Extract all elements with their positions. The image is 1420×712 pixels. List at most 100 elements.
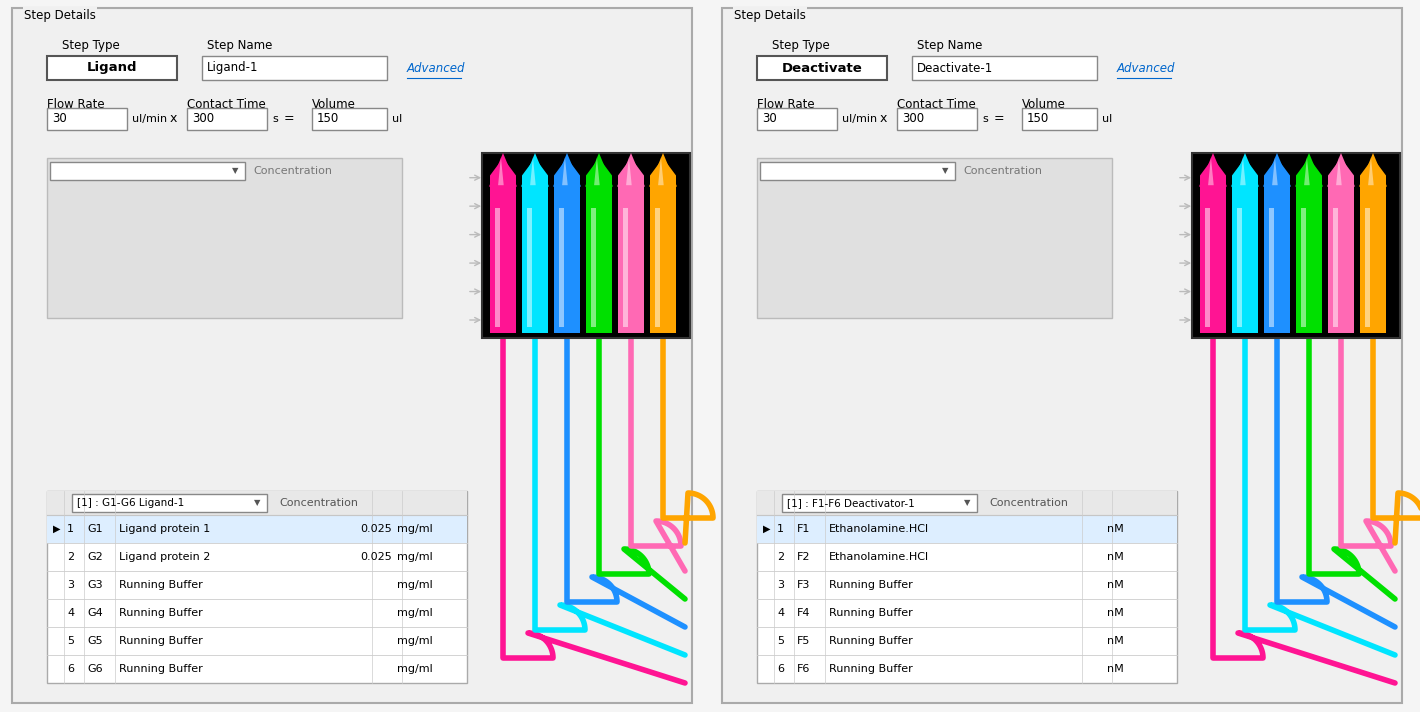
FancyBboxPatch shape (50, 162, 246, 180)
FancyBboxPatch shape (490, 193, 515, 333)
Text: 4: 4 (67, 608, 74, 618)
FancyBboxPatch shape (1022, 108, 1098, 130)
Text: 1: 1 (67, 524, 74, 534)
Polygon shape (1272, 157, 1278, 185)
Text: ▼: ▼ (254, 498, 260, 508)
Text: Running Buffer: Running Buffer (119, 580, 203, 590)
Polygon shape (523, 158, 548, 193)
FancyBboxPatch shape (72, 494, 267, 512)
FancyBboxPatch shape (757, 108, 836, 130)
Polygon shape (1295, 153, 1323, 187)
Text: ul: ul (392, 114, 402, 124)
Polygon shape (1336, 157, 1342, 185)
Text: x: x (170, 112, 178, 125)
FancyBboxPatch shape (618, 193, 645, 333)
Text: mg/ml: mg/ml (398, 524, 433, 534)
Text: F6: F6 (797, 664, 811, 674)
FancyBboxPatch shape (47, 515, 467, 543)
FancyBboxPatch shape (554, 193, 579, 333)
FancyBboxPatch shape (757, 158, 1112, 318)
Polygon shape (488, 153, 517, 187)
Polygon shape (586, 158, 612, 193)
Text: Step Name: Step Name (207, 39, 273, 53)
Text: 150: 150 (317, 112, 339, 125)
FancyBboxPatch shape (1365, 208, 1370, 327)
Polygon shape (530, 157, 535, 185)
Text: s: s (273, 114, 278, 124)
FancyBboxPatch shape (1296, 193, 1322, 333)
Text: G1: G1 (87, 524, 102, 534)
Polygon shape (1264, 158, 1289, 193)
Text: nM: nM (1108, 580, 1123, 590)
Text: 30: 30 (763, 112, 777, 125)
Text: 4: 4 (777, 608, 784, 618)
FancyBboxPatch shape (481, 153, 690, 338)
Polygon shape (1360, 158, 1386, 193)
Text: G5: G5 (87, 636, 102, 646)
Text: Volume: Volume (1022, 98, 1066, 110)
Polygon shape (1198, 153, 1227, 187)
Text: nM: nM (1108, 636, 1123, 646)
Polygon shape (649, 153, 677, 187)
Text: Flow Rate: Flow Rate (47, 98, 105, 110)
FancyBboxPatch shape (591, 208, 596, 327)
Polygon shape (650, 158, 676, 193)
Text: 150: 150 (1027, 112, 1049, 125)
Text: ul: ul (1102, 114, 1112, 124)
Text: ▶: ▶ (763, 524, 771, 534)
FancyBboxPatch shape (47, 491, 467, 683)
Text: F5: F5 (797, 636, 811, 646)
Text: Step Type: Step Type (62, 39, 119, 53)
Text: 30: 30 (53, 112, 67, 125)
FancyBboxPatch shape (782, 494, 977, 512)
FancyBboxPatch shape (312, 108, 388, 130)
Text: G6: G6 (87, 664, 102, 674)
Text: =: = (284, 112, 294, 125)
Text: ▶: ▶ (53, 524, 61, 534)
FancyBboxPatch shape (202, 56, 388, 80)
Text: Ligand-1: Ligand-1 (207, 61, 258, 75)
Text: Ligand: Ligand (87, 61, 138, 75)
Text: 5: 5 (777, 636, 784, 646)
Polygon shape (1208, 157, 1214, 185)
Text: 6: 6 (67, 664, 74, 674)
Text: Step Name: Step Name (917, 39, 983, 53)
Text: Running Buffer: Running Buffer (119, 636, 203, 646)
Text: Contact Time: Contact Time (897, 98, 976, 110)
FancyBboxPatch shape (47, 491, 467, 515)
Polygon shape (521, 153, 550, 187)
Text: Ligand protein 1: Ligand protein 1 (119, 524, 210, 534)
Text: [1] : F1-F6 Deactivator-1: [1] : F1-F6 Deactivator-1 (787, 498, 914, 508)
FancyBboxPatch shape (757, 491, 1177, 683)
FancyBboxPatch shape (760, 162, 956, 180)
FancyBboxPatch shape (757, 515, 1177, 543)
Text: F1: F1 (797, 524, 811, 534)
Polygon shape (618, 158, 645, 193)
Text: nM: nM (1108, 664, 1123, 674)
Text: nM: nM (1108, 608, 1123, 618)
Polygon shape (618, 153, 645, 187)
Text: ▼: ▼ (231, 167, 239, 175)
Polygon shape (498, 157, 504, 185)
Text: 1: 1 (777, 524, 784, 534)
FancyBboxPatch shape (1264, 193, 1289, 333)
FancyBboxPatch shape (1233, 193, 1258, 333)
Polygon shape (1359, 153, 1387, 187)
Polygon shape (562, 157, 568, 185)
Text: 300: 300 (192, 112, 214, 125)
Text: Volume: Volume (312, 98, 356, 110)
FancyBboxPatch shape (912, 56, 1098, 80)
Text: Step Details: Step Details (734, 9, 807, 21)
FancyBboxPatch shape (655, 208, 660, 327)
Polygon shape (490, 158, 515, 193)
FancyBboxPatch shape (1237, 208, 1242, 327)
Text: Ethanolamine.HCl: Ethanolamine.HCl (829, 524, 929, 534)
Polygon shape (594, 157, 599, 185)
Text: mg/ml: mg/ml (398, 664, 433, 674)
Polygon shape (1328, 153, 1355, 187)
Polygon shape (552, 153, 581, 187)
Text: nM: nM (1108, 524, 1123, 534)
Polygon shape (1296, 158, 1322, 193)
Text: Flow Rate: Flow Rate (757, 98, 815, 110)
Text: F4: F4 (797, 608, 811, 618)
